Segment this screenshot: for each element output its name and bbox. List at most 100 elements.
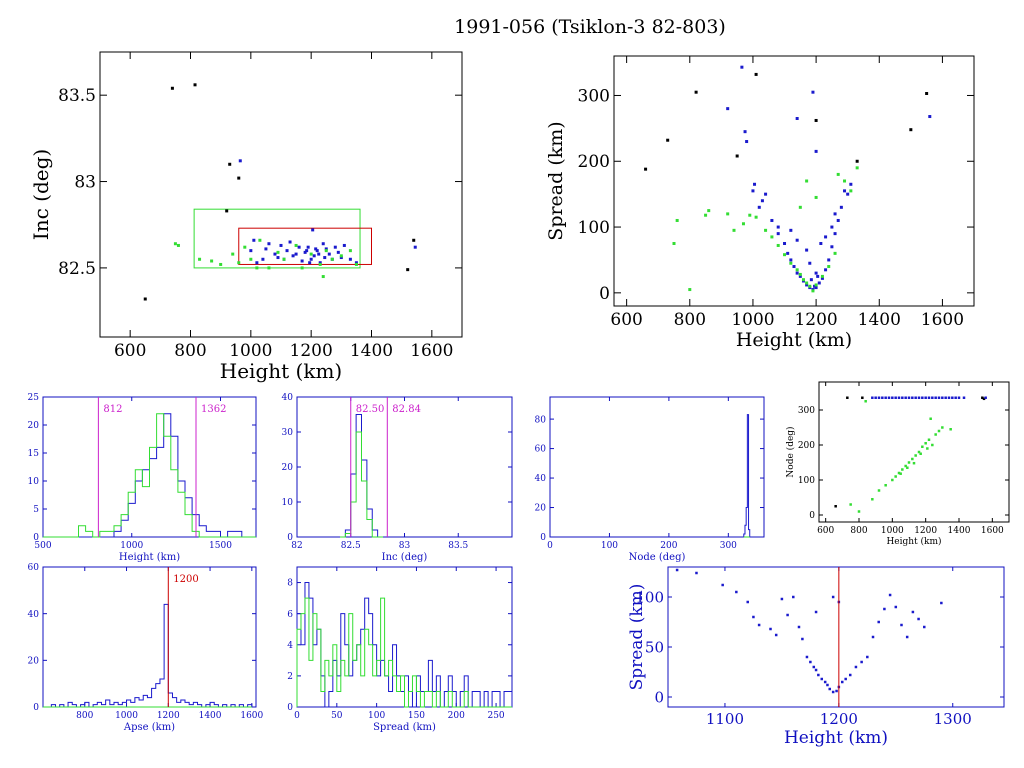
black-point <box>855 159 859 163</box>
blue-point <box>305 249 309 253</box>
blue-point <box>348 257 352 261</box>
blue-point <box>944 396 947 399</box>
green-point <box>748 213 752 217</box>
green-point <box>897 471 901 475</box>
blue-point <box>760 199 764 203</box>
blue-point <box>934 396 937 399</box>
blue-point <box>308 261 312 265</box>
green-histogram-series <box>340 431 383 538</box>
marker-label: 82.84 <box>392 404 421 415</box>
y-tick-label: 0 <box>33 703 39 713</box>
y-tick-label: 0 <box>599 284 610 304</box>
blue-point <box>814 286 818 290</box>
y-axis-label: Node (deg) <box>785 426 796 477</box>
y-tick-label: 20 <box>282 463 294 473</box>
green-point <box>318 262 322 266</box>
y-tick-label: 40 <box>535 474 547 484</box>
blue-point <box>866 655 869 659</box>
green-point <box>904 464 907 468</box>
blue-point <box>264 247 268 251</box>
green-point <box>884 484 887 487</box>
green-point <box>173 242 177 246</box>
x-tick-label: 1500 <box>209 541 232 551</box>
green-point <box>927 438 931 441</box>
y-tick-label: 2 <box>287 672 293 682</box>
blue-point <box>830 225 834 229</box>
blue-point <box>721 583 724 587</box>
black-point <box>981 396 984 399</box>
x-axis-label: Height (km) <box>220 359 342 383</box>
x-axis-label: Apse (km) <box>123 722 175 733</box>
blue-point <box>306 245 310 249</box>
x-tick-label: 1000 <box>731 310 774 330</box>
x-tick-label: 83 <box>399 541 411 551</box>
green-point <box>911 457 914 461</box>
blue-point <box>303 250 307 254</box>
blue-point <box>740 65 744 69</box>
y-tick-label: 0 <box>33 533 39 543</box>
blue-histogram-series <box>743 414 751 537</box>
y-tick-label: 100 <box>578 218 610 238</box>
x-tick-label: 0 <box>547 541 553 551</box>
green-point <box>849 503 852 506</box>
y-tick-label: 60 <box>535 445 547 455</box>
blue-point <box>798 274 802 278</box>
x-tick-label: 1600 <box>921 310 964 330</box>
blue-point <box>675 568 679 572</box>
chart-panel-5: 0 100 200 300 0 20 40 60 80 Node (deg) <box>535 396 765 563</box>
green-point <box>249 257 253 261</box>
blue-point <box>809 660 812 664</box>
green-point <box>820 274 824 278</box>
blue-point <box>881 396 884 399</box>
blue-point <box>764 192 768 196</box>
marker-label: 1200 <box>173 574 198 585</box>
blue-point <box>984 396 987 399</box>
green-point <box>783 253 787 257</box>
blue-point <box>783 242 787 245</box>
blue-point <box>877 396 881 399</box>
blue-point <box>827 258 831 262</box>
green-point <box>198 257 202 261</box>
blue-point <box>957 396 961 399</box>
blue-point <box>962 396 966 399</box>
x-tick-label: 1300 <box>934 710 972 728</box>
y-tick-label: 8 <box>287 579 293 589</box>
green-point <box>934 433 937 436</box>
x-tick-label: 1600 <box>410 341 453 361</box>
y-axis-label: Spread (km) <box>627 584 647 691</box>
red-selection-box <box>238 227 372 265</box>
blue-point <box>813 284 817 288</box>
blue-point <box>769 627 772 631</box>
x-tick-label: 82 <box>291 541 302 551</box>
green-point <box>324 249 328 253</box>
blue-point <box>735 590 738 594</box>
black-point <box>834 505 837 508</box>
blue-point <box>745 140 749 144</box>
blue-point <box>887 396 891 399</box>
blue-point <box>954 396 957 399</box>
blue-point <box>314 247 318 251</box>
chart-panel-6: 600 800 1000 1200 1400 1600 0 100 200 300 Height (… <box>785 381 1010 547</box>
figure-title: 1991-056 (Tsiklon-3 82-803) <box>454 16 726 38</box>
blue-point <box>786 251 790 255</box>
blue-point <box>835 689 838 693</box>
blue-point <box>917 396 921 399</box>
black-point <box>170 86 174 90</box>
blue-point <box>921 396 924 399</box>
green-point <box>243 245 247 249</box>
black-point <box>644 167 648 171</box>
green-point <box>805 179 809 183</box>
y-axis-label: Spread (km) <box>545 121 567 240</box>
black-point <box>225 209 229 213</box>
blue-point <box>774 633 778 637</box>
blue-point <box>904 396 907 399</box>
chart-panel-8: 0 50 100 150 200 250 0 2 4 6 8 Spread (km) <box>287 566 513 733</box>
blue-point <box>776 225 780 229</box>
green-point <box>300 266 304 270</box>
x-tick-label: 82.5 <box>341 541 361 551</box>
blue-point <box>317 252 321 256</box>
chart-panel-1: 600 800 1000 1200 1400 1600 82.5 83 83.5 Height (… <box>29 51 463 383</box>
y-tick-label: 40 <box>28 610 40 620</box>
blue-point <box>757 205 761 209</box>
